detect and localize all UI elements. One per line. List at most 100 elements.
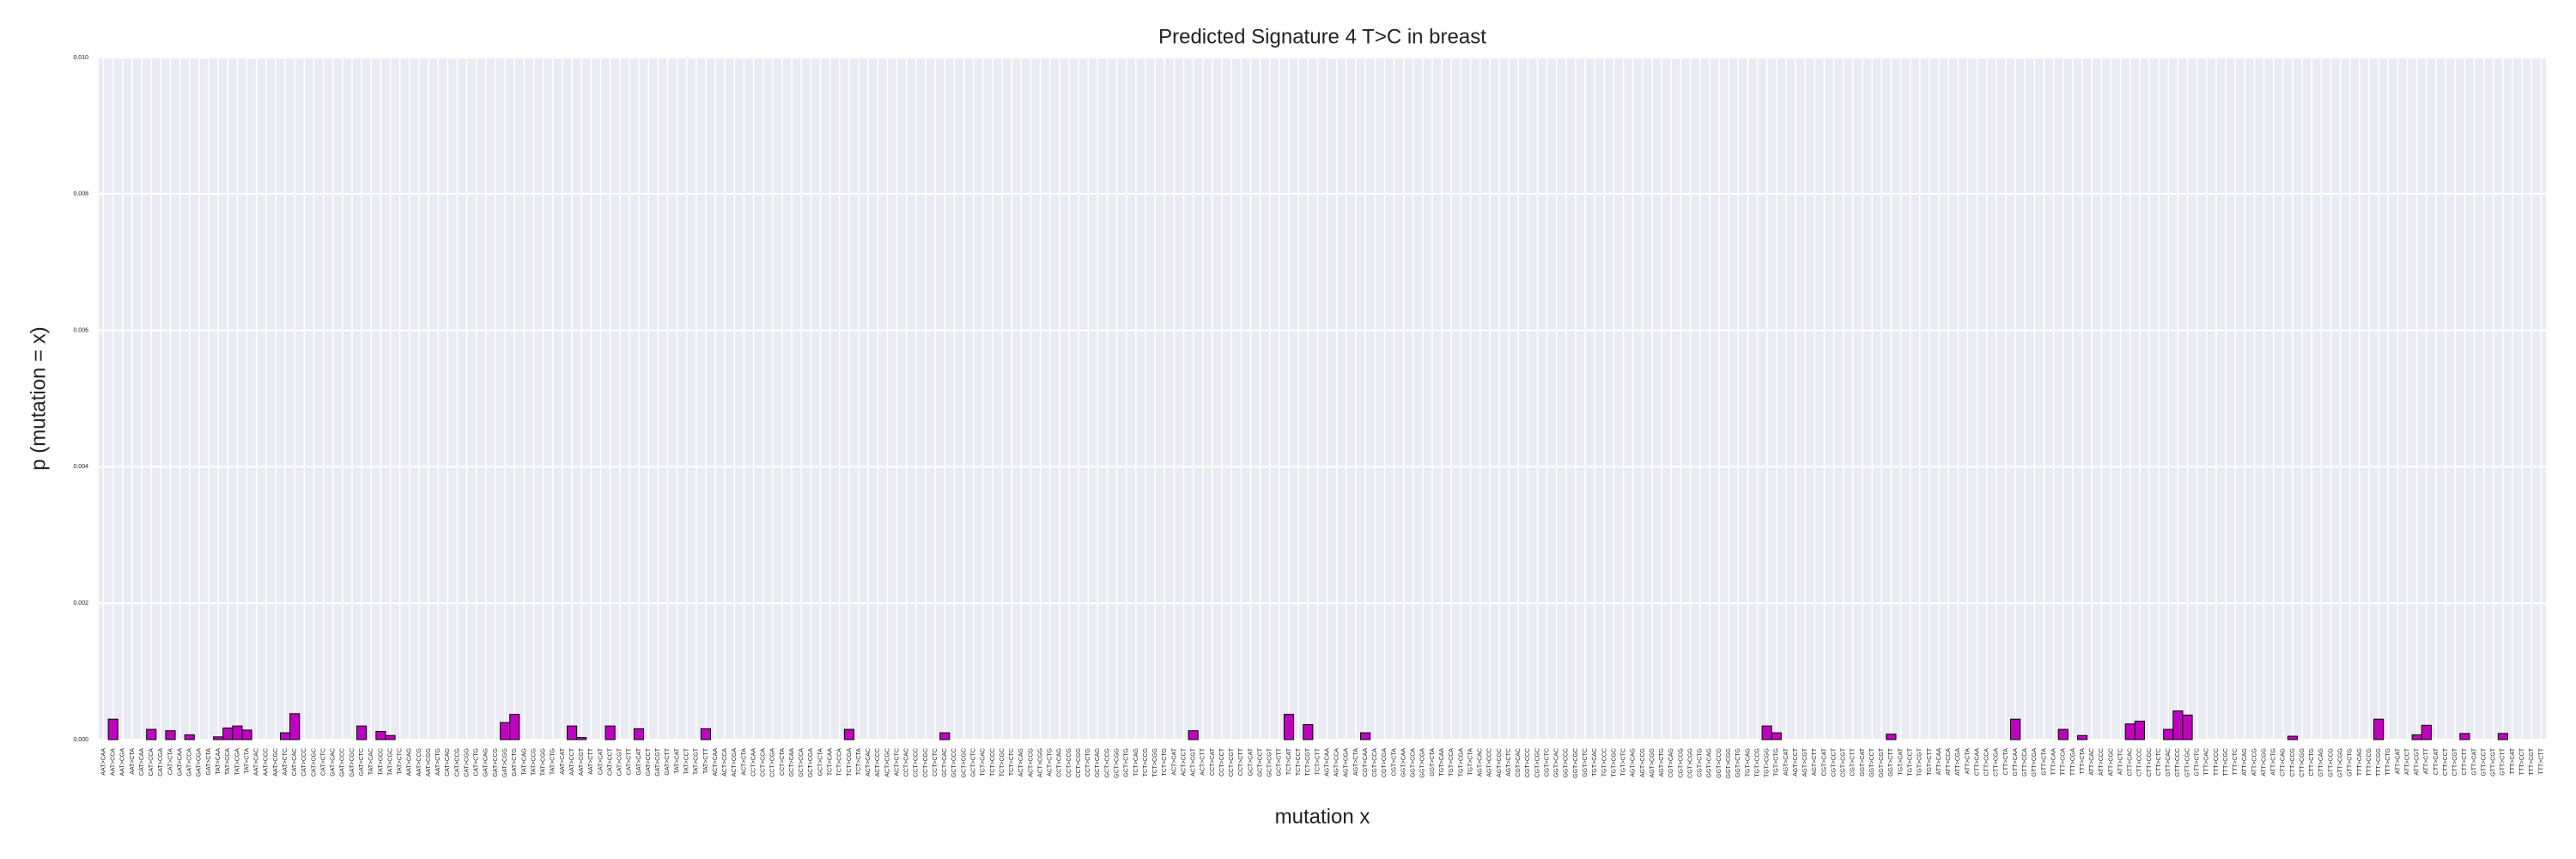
x-tick-label: GGT>CAA	[1400, 748, 1406, 777]
x-tick-label: ACT>CAA	[713, 748, 719, 777]
x-tick-label: AGT>CAT	[1783, 747, 1789, 776]
x-tick-label: AGT>CCA	[1334, 748, 1340, 777]
x-tick-label: CCT>CCC	[914, 748, 920, 777]
x-tick-label: GAT>CTG	[512, 748, 518, 777]
x-tick-label: CCT>CGG	[1076, 748, 1082, 777]
bar	[939, 732, 951, 740]
x-tick-label: AGT>CCG	[1640, 748, 1646, 777]
x-tick-label: TGT>CTA	[1467, 748, 1473, 776]
x-tick-label: CTT>CCC	[2137, 748, 2143, 777]
y-tick-label: 0.010	[73, 55, 88, 61]
x-tick-label: GAT>CAA	[177, 748, 183, 777]
x-tick-label: TTT>CGA	[2070, 748, 2076, 776]
x-tick-label: CAT>CAC	[292, 748, 298, 776]
x-tick-label: AAT>CAT	[560, 747, 566, 774]
x-tick-label: TTT>CGT	[2529, 747, 2535, 775]
bar	[280, 732, 291, 740]
x-tick-label: CCT>CTC	[933, 748, 939, 777]
x-tick-label: TAT>CAC	[368, 748, 374, 775]
x-tick-label: AAT>CCT	[569, 747, 575, 775]
x-tick-label: ACT>CGC	[884, 748, 890, 777]
x-tick-label: GTT>CGT	[2491, 747, 2497, 777]
x-tick-label: ATT>CAG	[2242, 748, 2248, 776]
x-tick-label: GAT>CTT	[665, 747, 671, 775]
x-tick-label: GCT>CCC	[951, 748, 957, 777]
bar	[2163, 728, 2174, 740]
x-tick-label: GGT>CCG	[1716, 748, 1722, 778]
x-tick-label: GAT>CAG	[483, 748, 489, 777]
x-tick-label: CAT>CTG	[474, 748, 480, 776]
x-tick-label: CAT>CTC	[320, 748, 326, 776]
x-tick-label: GCT>CGG	[1114, 748, 1120, 778]
x-tick-label: TGT>CAT	[1898, 747, 1904, 775]
bar	[633, 728, 645, 740]
x-tick-label: GTT>CTC	[2194, 748, 2200, 776]
x-tick-label: GGT>CGG	[1726, 748, 1732, 778]
x-tick-label: ATT>CTC	[2117, 748, 2123, 775]
x-tick-label: GTT>CTT	[2500, 747, 2506, 775]
x-tick-label: CGT>CCC	[1525, 748, 1531, 777]
x-tick-label: CTT>CAC	[2128, 748, 2134, 776]
y-tick-label: 0.008	[73, 192, 88, 198]
x-tick-label: ATT>CCT	[2404, 747, 2410, 775]
x-tick-label: TGT>CGA	[1458, 748, 1464, 777]
bar	[2459, 733, 2470, 740]
x-tick-label: ACT>CGA	[732, 748, 738, 777]
x-tick-label: TCT>CGA	[847, 748, 853, 777]
x-tick-label: AGT>CAC	[1478, 748, 1484, 777]
bar	[1360, 732, 1371, 740]
x-tick-label: CGT>CTT	[1850, 747, 1856, 776]
x-tick-label: GTT>CCG	[2328, 748, 2334, 777]
x-tick-label: GAT>CAC	[331, 748, 337, 777]
x-tick-label: TAT>CTC	[398, 748, 404, 775]
x-tick-label: TGT>CTT	[1927, 747, 1933, 775]
bar	[700, 728, 711, 740]
x-tick-label: GGT>CAG	[1707, 748, 1713, 777]
x-tick-label: TGT>CCT	[1908, 747, 1914, 776]
x-tick-label: TTT>CAT	[2510, 747, 2516, 774]
x-tick-label: CCT>CGT	[1229, 747, 1235, 777]
x-tick-label: CAT>CCC	[301, 748, 307, 777]
x-tick-label: AAT>CGA	[120, 748, 126, 777]
x-tick-label: TTT>CAA	[2051, 748, 2057, 776]
x-tick-label: ATT>CCC	[2099, 748, 2105, 776]
x-tick-label: GCT>CAG	[1095, 748, 1101, 777]
x-tick-label: AGT>CTA	[1353, 748, 1359, 776]
bar	[2124, 723, 2136, 740]
x-tick-label: GGT>CCC	[1564, 748, 1570, 777]
bar	[1303, 724, 1314, 740]
bar	[2497, 733, 2508, 740]
x-tick-label: ATT>CGG	[2261, 748, 2267, 777]
x-tick-label: TCT>CCT	[1296, 747, 1302, 776]
x-tick-label: AGT>CTC	[1506, 748, 1512, 777]
x-tick-label: CCT>CCA	[761, 748, 767, 777]
x-tick-label: ACT>CAG	[1018, 748, 1024, 777]
x-tick-label: TCT>CTC	[1009, 748, 1015, 776]
bar	[843, 728, 854, 740]
bar	[165, 730, 176, 740]
x-tick-label: CGT>CTC	[1544, 748, 1550, 777]
bar	[184, 734, 195, 740]
x-tick-label: GGT>CAC	[1554, 748, 1560, 777]
x-tick-label: CTT>CAG	[2281, 748, 2287, 777]
x-tick-label: TCT>CAT	[1286, 747, 1292, 775]
bar	[2010, 718, 2021, 740]
x-tick-label: TGT>CCC	[1601, 748, 1607, 777]
x-tick-label: TTT>CAG	[2357, 748, 2363, 776]
bar	[567, 725, 578, 740]
x-tick-label: CAT>CAG	[445, 748, 451, 777]
x-tick-label: AGT>CGA	[1344, 748, 1350, 777]
x-tick-label: GGT>CTT	[1888, 747, 1894, 777]
x-tick-label: GCT>CGC	[961, 748, 967, 777]
x-tick-label: CTT>CTG	[2309, 748, 2315, 776]
x-tick-label: TCT>CGG	[1152, 748, 1158, 777]
x-tick-label: TTT>CTA	[2080, 748, 2086, 775]
bar	[232, 725, 243, 740]
x-tick-label: CGT>CGG	[1687, 748, 1693, 778]
x-tick-label: GAT>CGA	[197, 748, 203, 777]
x-tick-label: TGT>CAA	[1439, 748, 1445, 777]
x-tick-label: CGT>CCG	[1678, 748, 1684, 777]
x-tick-label: CGT>CGA	[1382, 748, 1388, 777]
bar	[146, 728, 157, 740]
bar	[2134, 721, 2145, 740]
